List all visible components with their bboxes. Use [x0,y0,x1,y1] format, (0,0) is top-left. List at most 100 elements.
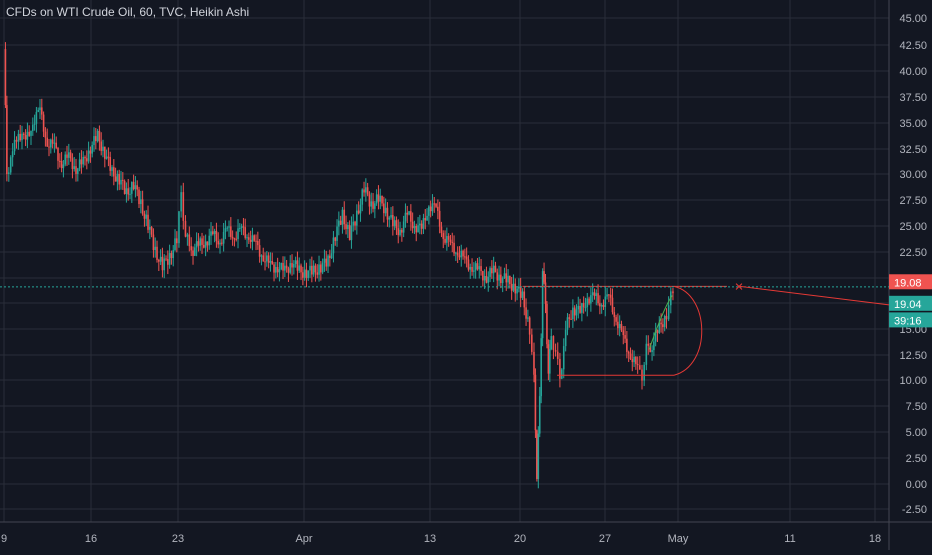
candle-body [123,180,126,195]
candle-body [195,241,198,248]
candle-body [536,430,538,480]
candle-body [401,229,403,233]
candle-body [554,349,557,352]
x-marker[interactable]: × [735,278,744,295]
candle-body [579,305,581,313]
candle-body [264,261,266,263]
candle-body [352,221,355,226]
candle-body [44,131,47,138]
candle-body [471,266,473,272]
candle-body [521,291,524,298]
candle-body [203,244,205,248]
countdown-label: 39:16 [894,315,922,327]
candle-body [330,253,333,259]
candle-body [422,218,425,229]
candle-body [667,305,670,320]
candle-body [134,185,137,190]
candle-body [633,356,635,363]
candle-body [651,350,653,353]
candle-body [540,338,542,397]
candle-body [248,237,250,240]
candle-body [329,255,331,259]
candle-body [59,160,61,162]
candle-body [606,294,608,297]
candle-body [262,255,265,262]
candle-body [266,255,268,262]
candle-body [233,238,236,240]
candle-body [449,239,452,242]
candle-body [314,265,317,273]
x-tick-label: 11 [784,533,795,545]
candle-body [197,241,200,246]
candle-body [276,267,279,273]
candle-body [251,235,254,242]
candle-body [544,282,547,304]
candle-body [533,351,535,375]
candle-body [366,187,369,195]
candle-body [129,193,131,195]
candle-body [496,272,499,281]
candle-body [615,317,617,322]
candle-body [338,220,340,227]
candle-body [363,189,365,193]
candle-body [624,335,626,339]
candle-body [611,297,614,313]
candle-body [413,225,416,229]
candle-body [543,271,545,283]
y-tick-label: 27.50 [899,195,927,207]
candle-body [476,263,479,270]
candle-body [347,225,349,230]
candle-body [546,303,548,345]
candle-body [357,210,360,214]
candle-body [242,226,245,228]
candle-body [184,220,187,237]
candle-body [257,241,259,246]
candle-body [316,272,319,275]
candle-body [168,253,171,265]
candle-body [267,255,270,263]
candle-body [665,315,668,320]
candle-body [323,258,326,263]
candle-body [455,252,457,254]
y-tick-label: 22.50 [899,247,927,259]
candle-body [500,274,502,284]
candle-body [228,226,230,228]
candle-body [469,266,472,270]
candle-body [244,227,247,238]
x-tick-label: 23 [172,533,184,545]
candle-body [609,294,612,298]
candle-body [653,341,655,351]
candle-body [156,246,158,260]
candle-body [377,194,380,202]
candle-body [478,266,481,270]
candle-body [608,294,610,296]
candle-body [152,234,155,251]
candle-body [402,221,405,233]
candle-body [643,364,645,381]
candle-body [285,265,288,269]
candle-body [581,303,583,313]
trend-arc-drawing[interactable] [648,295,673,350]
candle-body [566,317,569,330]
countdown-label-bg [889,312,932,328]
candle-body [658,322,661,333]
candle-body [213,230,216,235]
y-tick-label: 37.50 [899,92,927,104]
candle-body [111,167,113,171]
candle-body [141,199,144,214]
candle-body [447,236,450,240]
curve-drawing[interactable] [673,285,703,376]
projection-line[interactable] [739,285,890,306]
candle-body [186,234,189,237]
candle-body [404,212,407,222]
chart-title: CFDs on WTI Crude Oil, 60, TVC, Heikin A… [6,5,250,19]
candle-body [575,309,578,316]
candle-body [172,250,175,259]
candle-body [89,150,92,154]
candle-body [531,334,533,352]
candle-body [303,269,306,278]
x-tick-label: 16 [85,533,97,545]
candle-body [46,137,49,147]
